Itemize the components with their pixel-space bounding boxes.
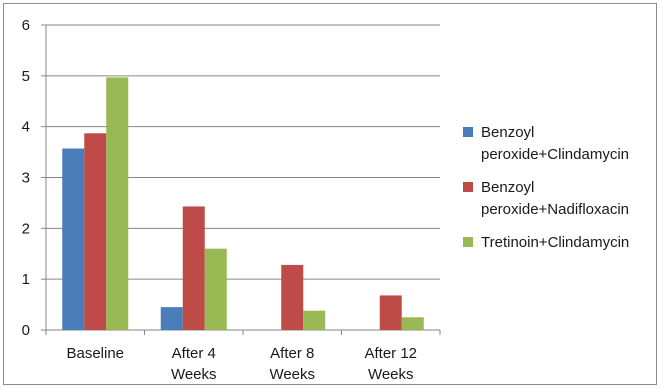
bar [160,307,183,330]
y-tick-label: 3 [22,170,30,187]
bar [182,206,205,330]
bar [84,133,107,330]
bar [379,295,402,330]
y-tick-label: 4 [22,119,30,136]
x-tick-label: After 8 [270,345,314,362]
x-tick-label: Weeks [171,366,217,383]
bar [303,310,326,330]
legend-label: Benzoyl [481,124,534,141]
legend-label: Tretinoin+Clindamycin [481,234,629,251]
legend-swatch [463,127,473,137]
bar [62,148,85,330]
y-tick-label: 5 [22,68,30,85]
x-tick-label: Weeks [368,366,414,383]
y-tick-label: 6 [22,17,30,34]
legend-swatch [463,182,473,192]
x-tick-label: Weeks [269,366,315,383]
legend-label: peroxide+Clindamycin [481,146,629,163]
bar [204,248,227,330]
y-tick-label: 2 [22,220,30,237]
x-tick-label: After 4 [172,345,216,362]
y-tick-label: 0 [22,322,30,339]
y-tick-label: 1 [22,271,30,288]
x-tick-label: Baseline [66,345,124,362]
x-tick-label: After 12 [364,345,417,362]
bar [401,317,424,330]
bar [281,264,304,330]
legend-label: Benzoyl [481,179,534,196]
bar [106,77,129,330]
legend-label: peroxide+Nadifloxacin [481,201,629,218]
legend-swatch [463,237,473,247]
